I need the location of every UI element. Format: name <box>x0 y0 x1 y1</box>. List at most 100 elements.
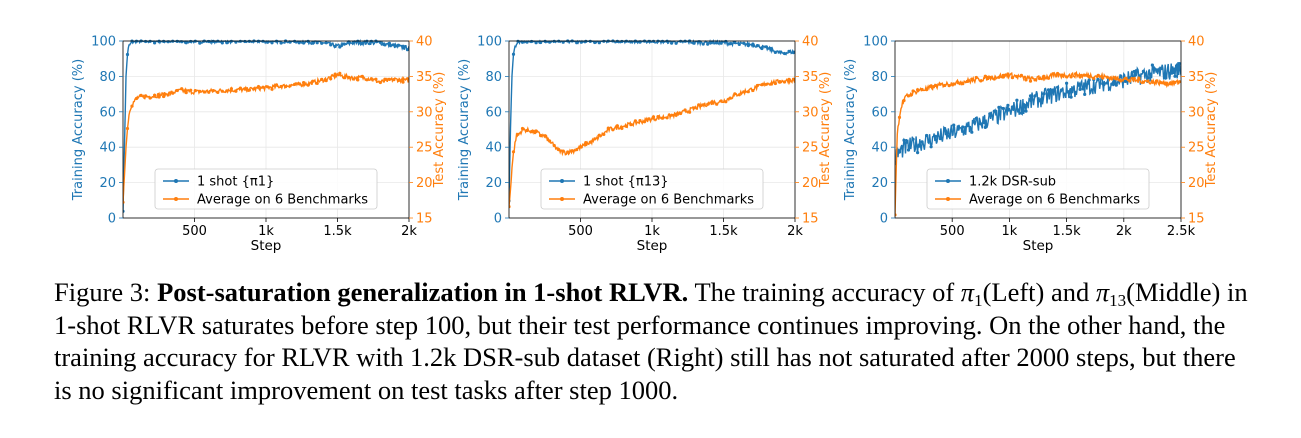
series-point <box>320 78 323 81</box>
legend-label: 1.2k DSR-sub <box>969 175 1056 190</box>
series-point <box>1020 74 1023 77</box>
caption-pi-1: π <box>961 277 974 307</box>
series-point <box>907 94 910 97</box>
series-point <box>747 44 750 47</box>
series-point <box>1092 77 1095 80</box>
series-point <box>1042 75 1045 78</box>
series-point <box>539 134 542 137</box>
series-point <box>930 145 933 148</box>
series-point <box>738 43 741 46</box>
legend-swatch-marker <box>946 179 950 183</box>
series-point <box>361 75 364 78</box>
series-point <box>571 149 574 152</box>
series-point <box>948 135 951 138</box>
chart-panel-3: 500 1k 1.5k 2k 2.5kStep020406080100Training … <box>843 35 1219 255</box>
series-point <box>1038 77 1041 80</box>
series-point <box>1137 77 1140 80</box>
y-right-tick-label: 15 <box>416 212 433 227</box>
legend-swatch-marker <box>174 197 178 201</box>
y-right-tick-label: 30 <box>416 105 433 120</box>
series-point <box>975 76 978 79</box>
series-point <box>176 89 179 92</box>
series-point <box>729 97 732 100</box>
series-point <box>1011 105 1014 108</box>
series-point <box>580 145 583 148</box>
series-point <box>379 81 382 84</box>
series-point <box>1070 96 1073 99</box>
series-point <box>185 41 188 44</box>
series-point <box>898 150 901 153</box>
series-point <box>778 80 781 83</box>
series-point <box>1033 78 1036 81</box>
series-point <box>302 41 305 44</box>
series-point <box>566 150 569 153</box>
series-point <box>189 89 192 92</box>
series-point <box>1038 99 1041 102</box>
series-point <box>993 110 996 113</box>
series-point <box>280 85 283 88</box>
series-point <box>1029 94 1032 97</box>
series-point <box>126 53 129 56</box>
series-point <box>1061 74 1064 77</box>
series-point <box>966 124 969 127</box>
series-point <box>239 87 242 90</box>
legend-label: Average on 6 Benchmarks <box>969 193 1140 208</box>
series-point <box>1151 81 1154 84</box>
series-point <box>783 52 786 55</box>
series-point <box>280 41 283 44</box>
series-point <box>338 45 341 48</box>
series-point <box>997 76 1000 79</box>
series-point <box>140 94 143 97</box>
series-point <box>975 117 978 120</box>
series-point <box>1101 76 1104 79</box>
legend-swatch-marker <box>560 179 564 183</box>
y-right-tick-label: 30 <box>1188 105 1205 120</box>
series-point <box>720 99 723 102</box>
series-point <box>144 40 147 43</box>
series-point <box>1074 72 1077 75</box>
series-point <box>1033 94 1036 97</box>
series-point <box>289 84 292 87</box>
series-point <box>925 134 928 137</box>
series-point <box>284 85 287 88</box>
series-point <box>679 112 682 115</box>
series-point <box>787 78 790 81</box>
series-point <box>329 77 332 80</box>
y-right-tick-label: 35 <box>416 70 433 85</box>
series-point <box>1151 64 1154 67</box>
series-point <box>921 140 924 143</box>
y-left-tick-label: 60 <box>485 105 502 120</box>
series-point <box>149 96 152 99</box>
series-point <box>252 87 255 90</box>
series-point <box>751 89 754 92</box>
series-point <box>930 84 933 87</box>
series-point <box>1169 81 1172 84</box>
series-point <box>1133 70 1136 73</box>
series-point <box>966 80 969 83</box>
series-point <box>167 40 170 43</box>
series-point <box>1052 72 1055 75</box>
series-point <box>1124 77 1127 80</box>
series-point <box>180 87 183 90</box>
series-point <box>401 81 404 84</box>
y-right-tick-label: 20 <box>802 176 819 191</box>
series-point <box>1146 80 1149 83</box>
series-point <box>365 78 368 81</box>
series-point <box>234 90 237 93</box>
series-point <box>925 88 928 91</box>
y-left-tick-label: 100 <box>863 35 888 50</box>
series-point <box>643 120 646 123</box>
series-point <box>320 42 323 45</box>
series-point <box>656 115 659 118</box>
series-point <box>774 51 777 54</box>
series-point <box>548 139 551 142</box>
series-point <box>535 41 538 44</box>
series-point <box>1110 83 1113 86</box>
series-point <box>158 95 161 98</box>
series-point <box>1042 92 1045 95</box>
series-point <box>616 124 619 127</box>
x-tick-label: 500 <box>182 224 207 239</box>
series-point <box>711 100 714 103</box>
series-point <box>988 76 991 79</box>
y-left-tick-label: 100 <box>91 35 116 50</box>
